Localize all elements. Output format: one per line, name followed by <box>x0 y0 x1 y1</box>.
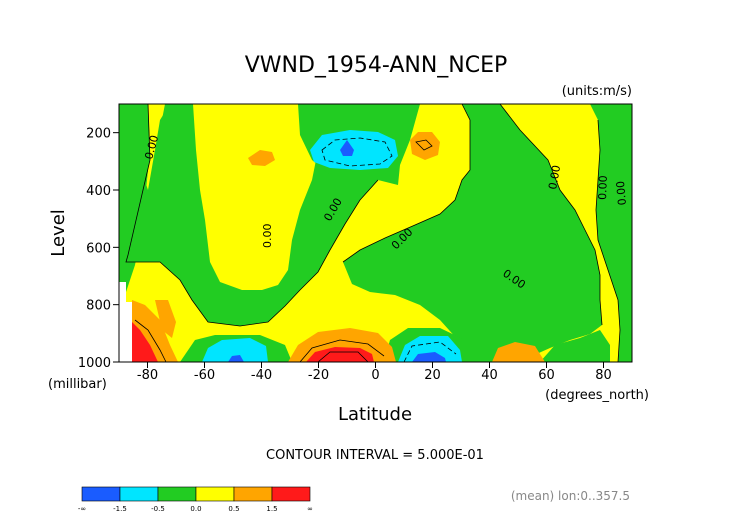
x-tick-label: -20 <box>308 368 329 383</box>
green-region-left-edge <box>119 104 150 292</box>
orange-region-sh-lower <box>155 300 176 338</box>
mean-text: (mean) lon:0..357.5 <box>511 489 630 503</box>
contour-label: 0.00 <box>596 175 610 200</box>
orange-region-upper-center <box>410 132 440 160</box>
x-tick-label: 60 <box>538 368 555 383</box>
colorbar-label: -∞ <box>78 505 86 513</box>
neg-contour-surface-right <box>403 341 457 363</box>
contour-label: 0.00 <box>614 180 629 206</box>
colorbar-swatch <box>233 486 273 502</box>
colorbar-swatch <box>119 486 159 502</box>
colorbar-swatch <box>271 486 311 502</box>
x-tick-label: 80 <box>595 368 612 383</box>
zero-contour-left <box>125 103 379 327</box>
green-region-bottom-right <box>540 330 610 362</box>
y-axis: 200 400 600 800 1000 <box>78 127 119 371</box>
y-tick-label: 1000 <box>78 356 111 371</box>
plot-area: 0.00 0.00 0.00 0.00 0.00 0.00 0.00 0.00 <box>118 103 633 363</box>
pos-contour-surface-center <box>299 339 385 363</box>
contour-label: 0.00 <box>546 164 563 190</box>
units-label: (units:m/s) <box>562 84 632 99</box>
colorbar-label: 0.0 <box>190 505 201 513</box>
y-tick-label: 800 <box>86 299 111 314</box>
zero-contour-far-right <box>595 119 621 363</box>
y-tick-label: 400 <box>86 184 111 199</box>
missing-data-region <box>119 282 132 362</box>
y-units-label: (millibar) <box>48 377 107 392</box>
pos-contour-sh <box>134 319 167 363</box>
green-region-top-left <box>160 104 194 185</box>
x-axis-title: Latitude <box>338 404 412 425</box>
pos-contour-upper-center <box>415 139 433 151</box>
colorbar-label: 0.5 <box>228 505 239 513</box>
cyan-region-surface-left <box>202 338 268 362</box>
colorbar-label: -1.5 <box>113 505 127 513</box>
pos-contour-surface-center-inner <box>317 351 369 363</box>
y-tick-label: 600 <box>86 241 111 256</box>
colorbar: -∞ -1.5 -0.5 0.0 0.5 1.5 ∞ <box>78 486 313 513</box>
orange-region-upper-left <box>248 150 275 166</box>
x-axis: -80 -60 -40 -20 0 20 40 60 80 <box>137 362 612 383</box>
contour-lines <box>125 103 621 363</box>
colorbar-swatch <box>195 486 235 502</box>
orange-region-surface-right <box>492 342 545 362</box>
colorbar-swatch <box>157 486 197 502</box>
y-tick-label: 200 <box>86 127 111 142</box>
contour-label: 0.00 <box>261 224 274 249</box>
blue-region-surface-left <box>228 355 244 362</box>
blue-region-surface-right <box>412 352 446 362</box>
x-tick-label: -60 <box>194 368 215 383</box>
colorbar-swatch <box>81 486 121 502</box>
x-tick-label: 0 <box>371 368 379 383</box>
y-axis-title: Level <box>48 209 69 257</box>
zero-contour-right <box>499 103 603 326</box>
x-tick-label: -80 <box>137 368 158 383</box>
colorbar-label: ∞ <box>307 505 313 513</box>
green-region-right <box>590 104 632 362</box>
x-units-label: (degrees_north) <box>545 388 649 403</box>
cyan-region-surface-right <box>398 336 462 362</box>
colorbar-label: 1.5 <box>266 505 277 513</box>
x-tick-label: 20 <box>424 368 441 383</box>
neg-contour-upper <box>321 137 393 167</box>
chart-title: VWND_1954-ANN_NCEP <box>245 53 508 78</box>
blue-region-upper <box>340 140 354 156</box>
zero-contour-center <box>342 103 471 263</box>
x-tick-label: 40 <box>481 368 498 383</box>
red-region-sh-surface <box>132 322 158 362</box>
x-tick-label: -40 <box>251 368 272 383</box>
colorbar-label: -0.5 <box>151 505 165 513</box>
contour-label: 0.00 <box>142 134 161 161</box>
green-region-center <box>343 104 602 362</box>
contour-interval-text: CONTOUR INTERVAL = 5.000E-01 <box>266 448 484 463</box>
